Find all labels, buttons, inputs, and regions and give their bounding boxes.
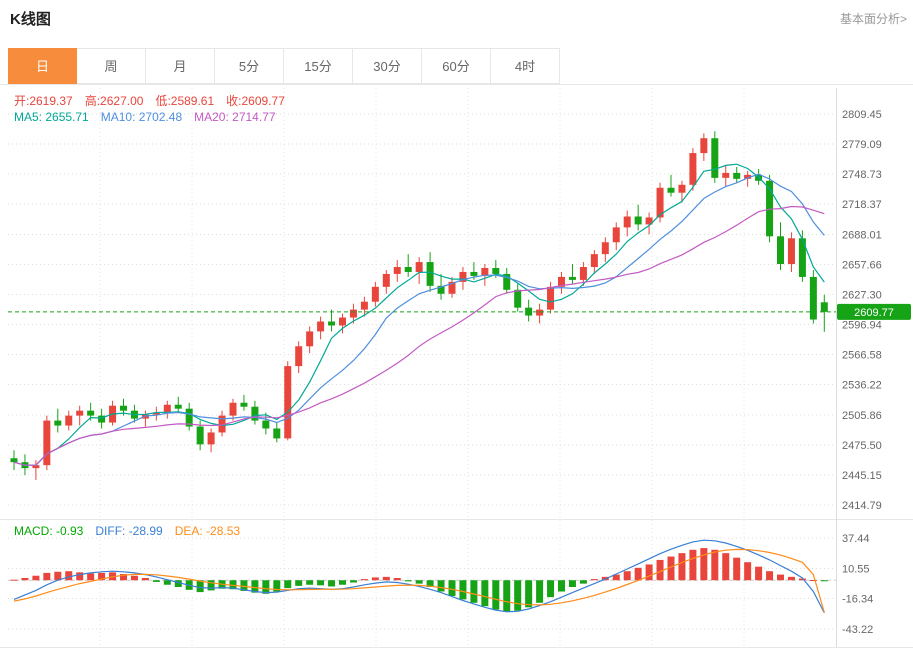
page-title: K线图 (10, 11, 51, 28)
svg-text:2779.09: 2779.09 (842, 139, 882, 151)
bottom-border (0, 647, 913, 648)
price-axis-line (836, 88, 837, 647)
svg-text:2748.73: 2748.73 (842, 169, 882, 181)
svg-text:2414.79: 2414.79 (842, 500, 882, 512)
svg-text:2809.45: 2809.45 (842, 109, 882, 121)
svg-text:2657.66: 2657.66 (842, 259, 882, 271)
svg-text:-16.34: -16.34 (842, 594, 873, 606)
high-value: 高:2627.00 (84, 94, 144, 108)
open-value: 开:2619.37 (14, 94, 73, 108)
svg-text:2566.58: 2566.58 (842, 350, 882, 362)
tab-15分[interactable]: 15分 (284, 48, 353, 84)
svg-text:37.44: 37.44 (842, 533, 870, 545)
svg-text:-43.22: -43.22 (842, 624, 873, 636)
tab-5分[interactable]: 5分 (215, 48, 284, 84)
svg-text:2445.15: 2445.15 (842, 470, 882, 482)
ma-info: MA5: 2655.71 MA10: 2702.48 MA20: 2714.77 (14, 110, 288, 124)
ohlc-info: 开:2619.37 高:2627.00 低:2589.61 收:2609.77 (14, 92, 297, 109)
ma10-value: MA10: 2702.48 (100, 110, 183, 124)
macd-info: MACD: -0.93 DIFF: -28.99 DEA: -28.53 (14, 524, 252, 538)
tab-日[interactable]: 日 (8, 48, 77, 84)
macd-value: MACD: -0.93 (14, 524, 84, 538)
candlestick-chart-canvas[interactable]: 2809.45 2779.09 2748.73 2718.37 2688.01 2657.… (0, 88, 913, 518)
tabs-divider (0, 84, 913, 85)
ma5-value: MA5: 2655.71 (14, 110, 89, 124)
svg-text:10.55: 10.55 (842, 563, 870, 575)
svg-text:2505.86: 2505.86 (842, 410, 882, 422)
svg-text:2596.94: 2596.94 (842, 320, 882, 332)
tab-30分[interactable]: 30分 (353, 48, 422, 84)
diff-value: DIFF: -28.99 (95, 524, 163, 538)
close-value: 收:2609.77 (226, 94, 285, 108)
fundamental-analysis-link[interactable]: 基本面分析> (839, 12, 907, 26)
period-tabs: 日周月 5分 15分 30分 60分 4时 (8, 48, 560, 84)
svg-text:2475.50: 2475.50 (842, 440, 882, 452)
svg-text:2536.22: 2536.22 (842, 380, 882, 392)
macd-chart-canvas[interactable]: 37.44 10.55 -16.34 -43.22 (0, 520, 913, 647)
low-value: 低:2589.61 (155, 94, 215, 108)
svg-text:2688.01: 2688.01 (842, 229, 882, 241)
tab-4时[interactable]: 4时 (491, 48, 560, 84)
svg-text:2627.30: 2627.30 (842, 289, 882, 301)
pane-divider (0, 519, 913, 520)
current-price-tag: 2609.77 (854, 307, 894, 319)
tab-月[interactable]: 月 (146, 48, 215, 84)
svg-text:2718.37: 2718.37 (842, 199, 882, 211)
tab-周[interactable]: 周 (77, 48, 146, 84)
ma20-value: MA20: 2714.77 (194, 110, 276, 124)
dea-value: DEA: -28.53 (174, 524, 241, 538)
tab-60分[interactable]: 60分 (422, 48, 491, 84)
